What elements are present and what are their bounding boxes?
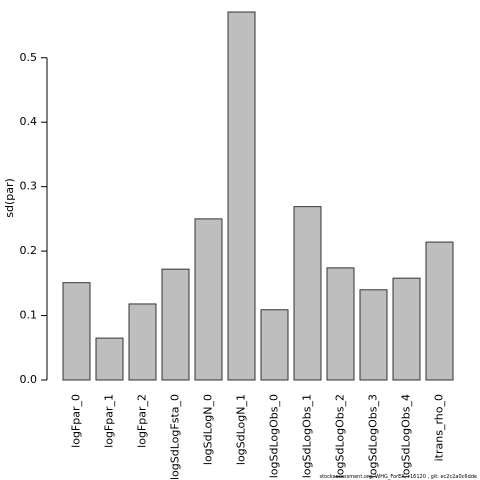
- y-tick-label: 0.0: [20, 373, 38, 386]
- x-tick-label: logFpar_2: [136, 394, 149, 448]
- y-tick-label: 0.4: [20, 115, 38, 128]
- y-tick-label: 0.1: [20, 309, 38, 322]
- bar: [260, 309, 289, 381]
- bar: [62, 282, 91, 381]
- bar: [293, 206, 322, 381]
- y-tick-label: 0.3: [20, 180, 38, 193]
- x-tick-label: logSdLogObs_2: [334, 394, 347, 478]
- x-tick-label: logSdLogFsta_0: [169, 394, 182, 480]
- bar: [392, 277, 421, 381]
- bar: [194, 218, 223, 381]
- bar: [425, 241, 454, 381]
- x-tick-label: logFpar_1: [103, 394, 116, 448]
- x-tick-label: logSdLogObs_4: [400, 394, 413, 478]
- y-tick-label: 0.5: [20, 51, 38, 64]
- y-axis-label: sd(par): [3, 178, 16, 218]
- x-tick-label: logSdLogN_0: [202, 394, 215, 465]
- x-tick-label: logFpar_0: [70, 394, 83, 448]
- footnote: stockassessment.org, WHG_ForEX, r16120 ,…: [319, 474, 477, 480]
- bar: [326, 267, 355, 381]
- bar: [227, 11, 256, 381]
- x-tick-label: logSdLogObs_3: [367, 394, 380, 478]
- y-tick-label: 0.2: [20, 244, 38, 257]
- bar: [95, 337, 124, 381]
- bar: [359, 289, 388, 381]
- bar: [161, 268, 190, 381]
- x-tick-label: logSdLogObs_1: [301, 394, 314, 478]
- bar: [128, 303, 157, 381]
- x-tick-label: itrans_rho_0: [433, 394, 446, 461]
- x-tick-label: logSdLogObs_0: [268, 394, 281, 478]
- x-tick-label: logSdLogN_1: [235, 394, 248, 465]
